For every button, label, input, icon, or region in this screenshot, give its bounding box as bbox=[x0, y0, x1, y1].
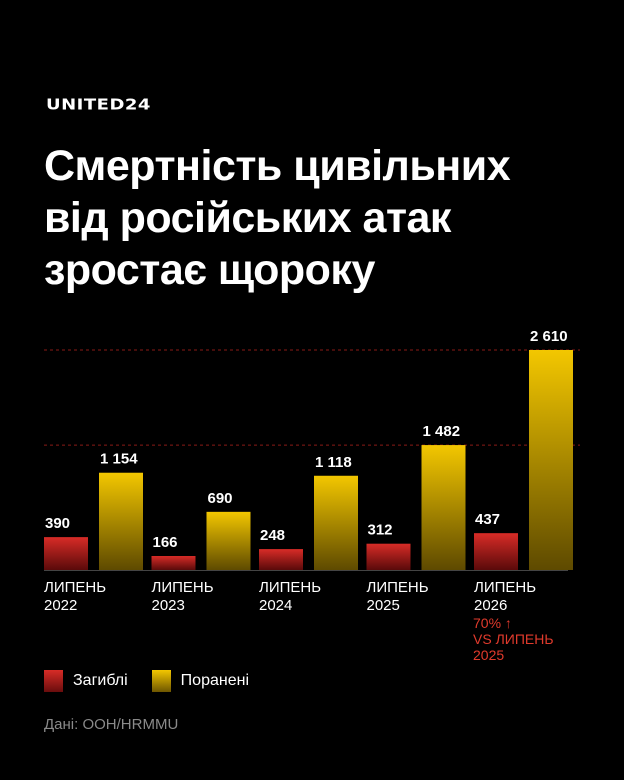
bar-killed bbox=[366, 543, 411, 570]
x-tick-label: ЛИПЕНЬ bbox=[367, 579, 429, 596]
annotation-line: 2025 bbox=[473, 647, 505, 663]
data-label: 312 bbox=[368, 522, 393, 539]
bar-killed bbox=[259, 549, 303, 570]
annotation-line: 70% ↑ bbox=[473, 615, 512, 631]
x-tick-label: 2026 bbox=[474, 597, 507, 614]
source-note: Дані: ООН/HRMMU bbox=[44, 716, 179, 733]
bar-killed bbox=[151, 556, 196, 570]
annotation-line: VS ЛИПЕНЬ bbox=[473, 631, 554, 647]
data-label: 437 bbox=[475, 511, 500, 528]
data-label: 166 bbox=[153, 534, 178, 551]
legend-item-injured: Поранені bbox=[151, 670, 249, 692]
brand-logo: UNITED24 bbox=[46, 96, 151, 114]
data-label: 1 482 bbox=[423, 423, 461, 440]
data-label: 248 bbox=[260, 527, 285, 544]
data-label: 2 610 bbox=[530, 328, 568, 345]
x-tick-label: ЛИПЕНЬ bbox=[474, 579, 536, 596]
data-label: 690 bbox=[208, 490, 233, 507]
growth-annotation: 70% ↑ VS ЛИПЕНЬ 2025 bbox=[473, 615, 554, 663]
x-tick-label: ЛИПЕНЬ bbox=[152, 579, 214, 596]
bar-injured bbox=[529, 350, 573, 570]
x-tick-label: 2022 bbox=[44, 597, 77, 614]
x-tick-label: 2023 bbox=[152, 597, 185, 614]
legend-swatch-injured bbox=[151, 670, 171, 692]
data-label: 390 bbox=[45, 515, 70, 532]
bar-injured bbox=[99, 472, 143, 570]
legend-swatch-killed bbox=[44, 670, 63, 692]
data-label: 1 118 bbox=[315, 454, 352, 471]
title-line: зростає щороку bbox=[44, 246, 375, 294]
title-line: від російських атак bbox=[44, 194, 451, 242]
x-tick-label: 2024 bbox=[259, 597, 292, 614]
title-line: Смертність цивільних bbox=[44, 142, 511, 190]
x-tick-label: ЛИПЕНЬ bbox=[259, 579, 321, 596]
x-tick-label: ЛИПЕНЬ bbox=[44, 579, 106, 596]
bar-injured bbox=[314, 475, 358, 570]
legend-label: Поранені bbox=[180, 672, 249, 689]
page-title: Смертність цивільних від російських атак… bbox=[44, 140, 604, 296]
legend-label: Загиблі bbox=[73, 672, 128, 689]
data-label: 1 154 bbox=[100, 451, 138, 468]
bar-killed bbox=[44, 537, 88, 570]
chart-legend: Загиблі Поранені bbox=[44, 670, 273, 692]
bar-injured bbox=[421, 445, 466, 570]
x-tick-label: 2025 bbox=[367, 597, 400, 614]
legend-item-killed: Загиблі bbox=[44, 670, 128, 692]
bar-killed bbox=[474, 533, 518, 570]
bar-injured bbox=[206, 511, 251, 570]
